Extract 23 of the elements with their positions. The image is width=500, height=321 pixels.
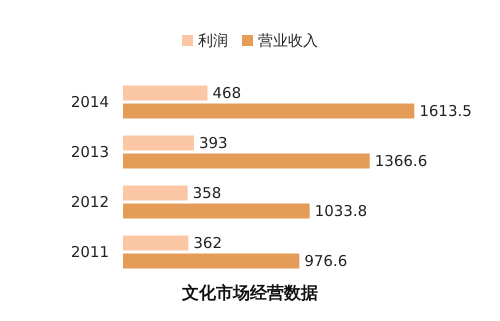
text: 文化市场经营数据 xyxy=(181,284,318,304)
legend-label: 营业收入 xyxy=(258,32,318,50)
bar xyxy=(123,236,188,250)
data-label: 1613.5 xyxy=(419,102,472,120)
y-tick-label: 2011 xyxy=(70,243,109,261)
legend-label: 利润 xyxy=(198,32,228,50)
bar xyxy=(123,186,188,200)
data-label: 362 xyxy=(193,234,222,252)
data-label: 393 xyxy=(198,134,228,152)
y-tick-label: 2012 xyxy=(70,193,109,211)
bar xyxy=(123,104,414,118)
y-tick-label: 2013 xyxy=(70,143,109,161)
data-label: 358 xyxy=(192,184,222,202)
bar xyxy=(123,254,300,268)
bar xyxy=(123,86,208,100)
bar xyxy=(123,136,194,150)
data-label: 1366.6 xyxy=(374,152,428,170)
bar xyxy=(123,154,370,168)
y-tick-label: 2014 xyxy=(70,93,109,111)
bar xyxy=(123,204,310,218)
data-label: 976.6 xyxy=(304,252,348,270)
data-label: 1033.8 xyxy=(314,202,368,220)
data-label: 468 xyxy=(212,84,242,102)
